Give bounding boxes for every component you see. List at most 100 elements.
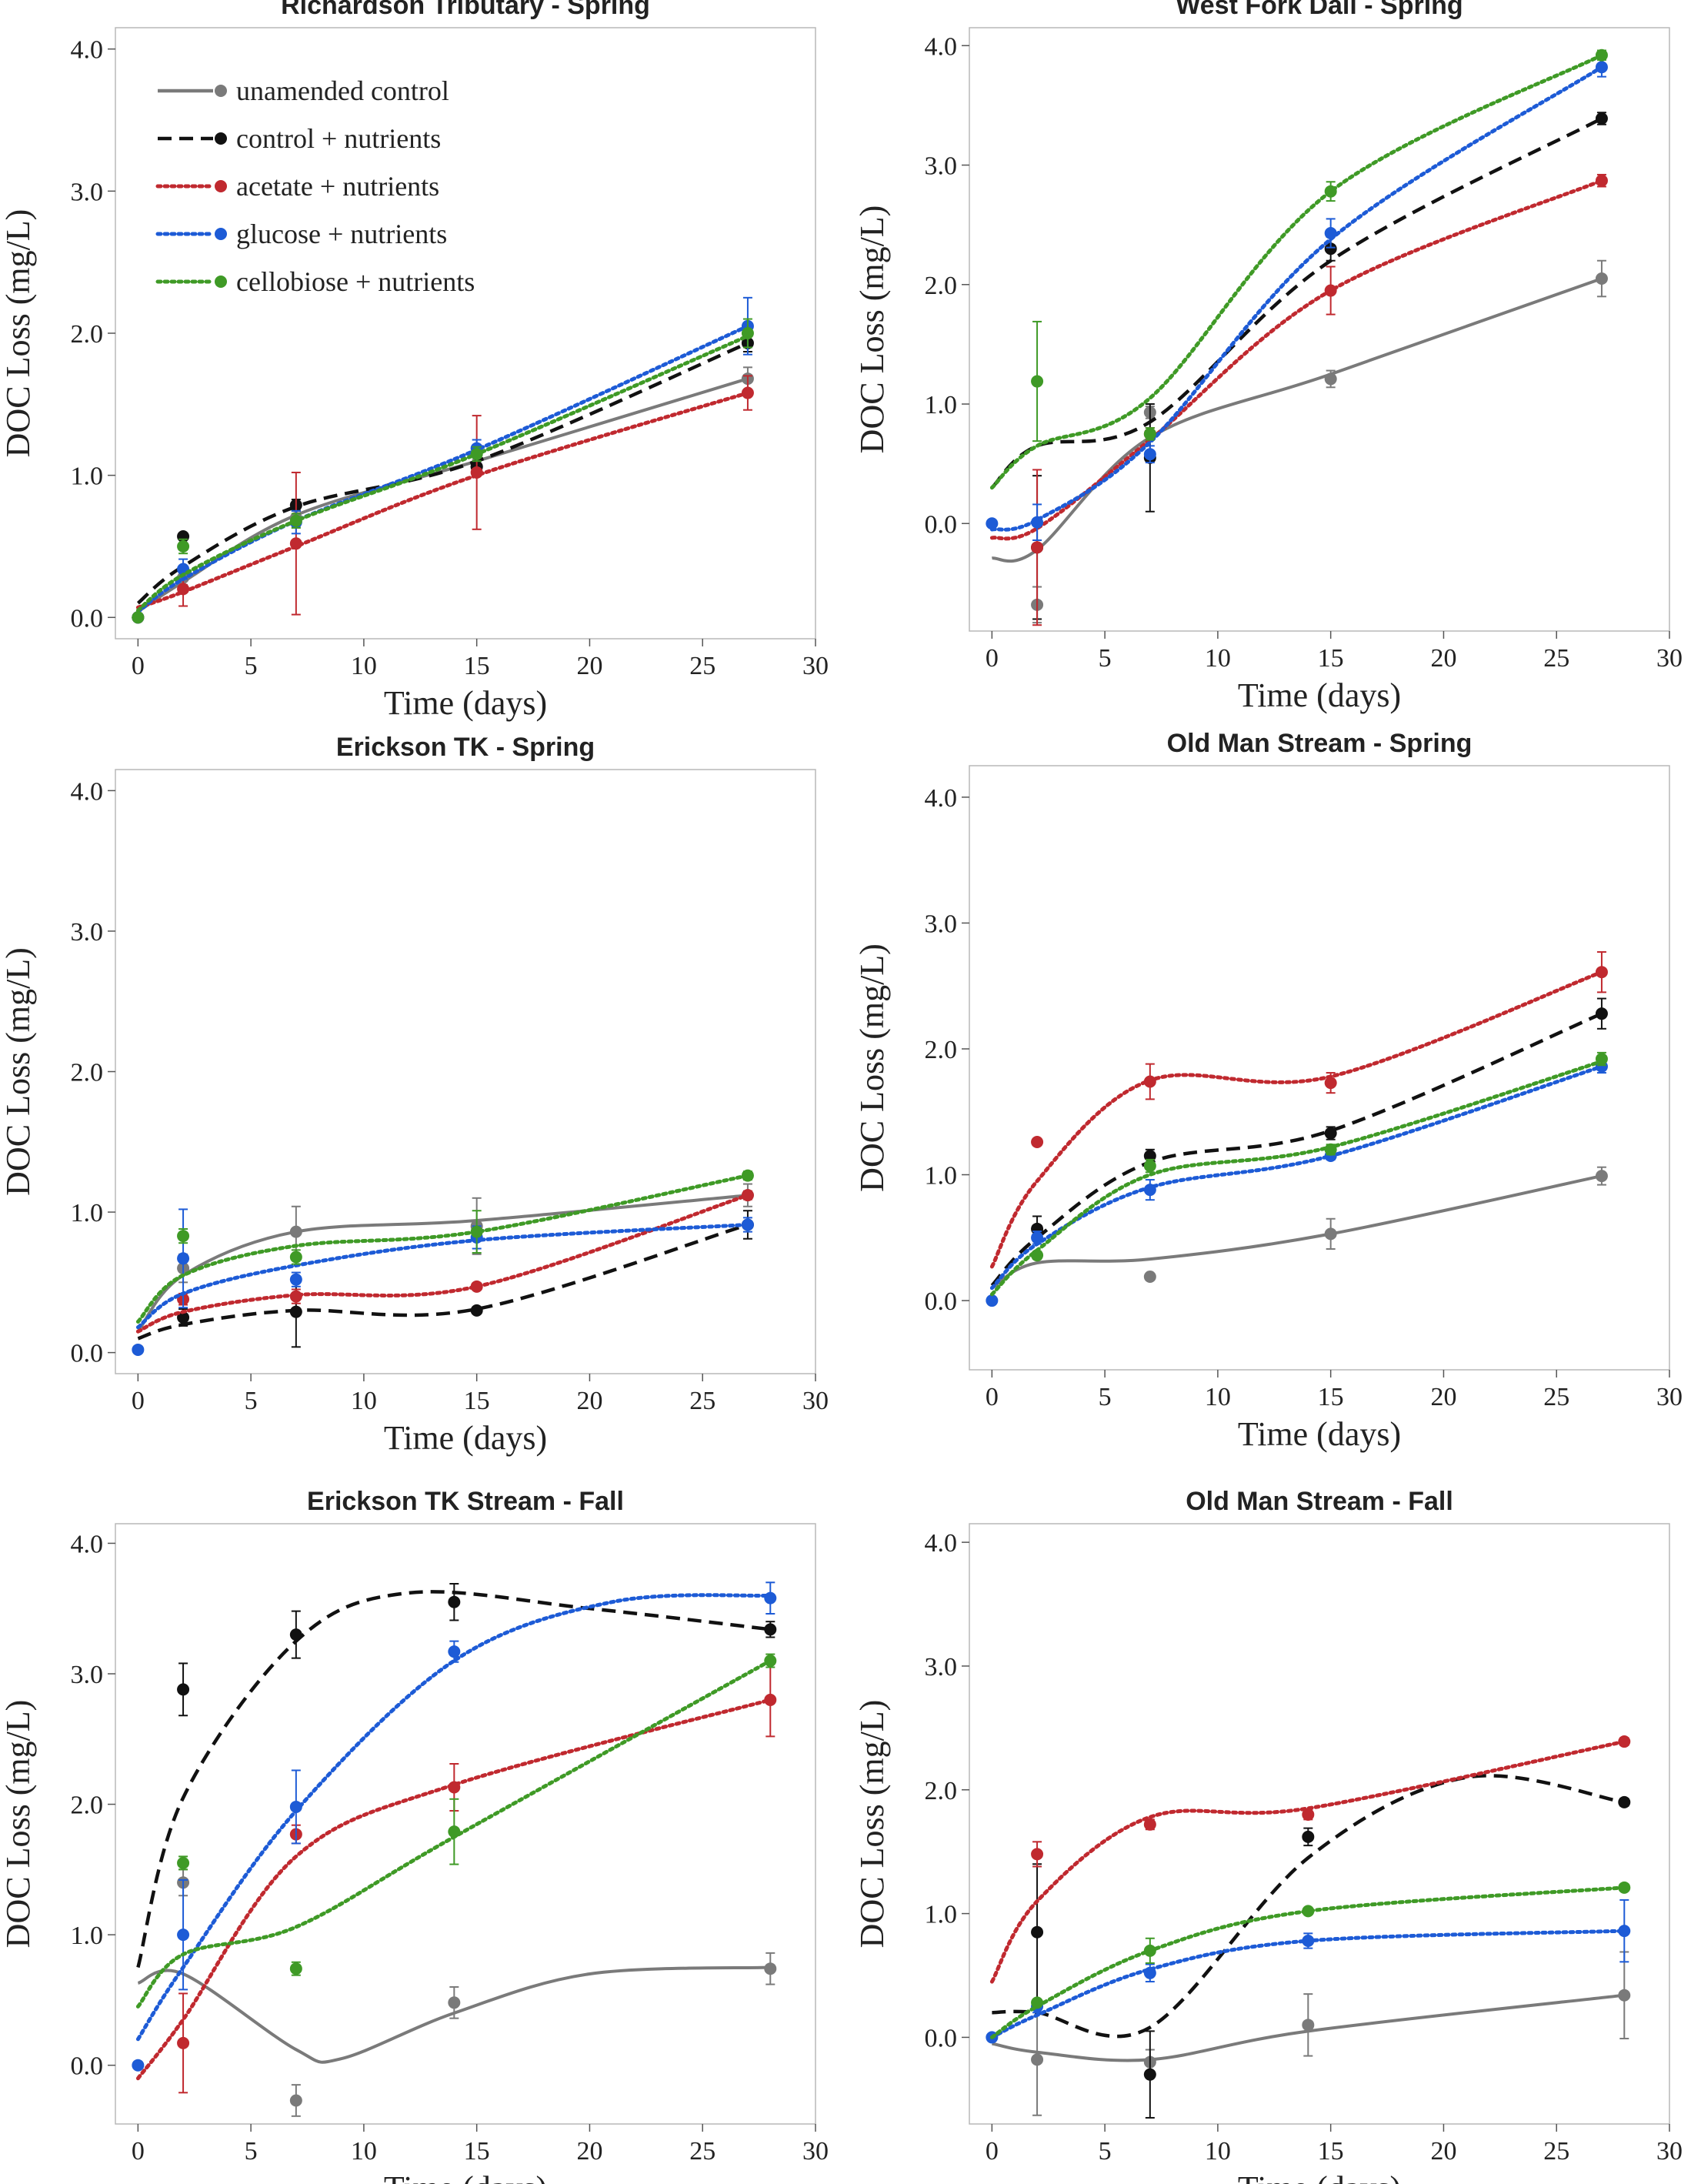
data-point-acetate [1595,174,1608,187]
data-point-cellobiose [1324,1143,1337,1156]
chart-title: Old Man Stream - Fall [1186,1487,1453,1516]
x-tick-label: 5 [1099,644,1112,673]
data-point-acetate [741,1189,754,1202]
chart-title: Erickson TK Stream - Fall [307,1487,624,1516]
data-point-control [289,1305,302,1318]
data-point-control [1595,112,1608,125]
x-tick-label: 25 [1543,644,1569,673]
y-tick-label: 2.0 [925,1036,958,1064]
y-tick-label: 1.0 [925,1162,958,1191]
x-tick-label: 25 [689,652,715,680]
x-tick-label: 15 [1318,644,1344,673]
data-point-acetate [764,1693,777,1706]
y-tick-label: 1.0 [925,1901,958,1929]
data-point-control [1302,1830,1315,1843]
y-tick-label: 3.0 [925,1653,958,1681]
data-point-glucose [986,1294,999,1307]
data-point-glucose [741,1218,754,1231]
data-point-cellobiose [741,1169,754,1182]
data-point-cellobiose [470,447,483,460]
x-axis-label: Time (days) [1238,2169,1401,2184]
x-tick-label: 0 [986,644,999,673]
series-cellobiose [989,1051,1608,1297]
y-tick-label: 1.0 [71,1922,104,1950]
data-point-glucose [986,517,999,530]
data-point-control [289,1628,302,1641]
data-point-unamended [764,1962,777,1975]
series-acetate [135,1189,754,1334]
data-point-unamended [1324,1227,1337,1241]
data-point-control [470,1304,483,1317]
plot-area [132,1169,754,1356]
data-point-control [1595,1007,1608,1020]
chart-panel-3: Erickson TK - Spring 0 5 10 15 20 25 30 0.0 1.0 2.… [0,733,829,1457]
series-cellobiose [989,1881,1631,2039]
data-point-acetate [1324,284,1337,297]
x-tick-label: 30 [1656,1383,1683,1411]
legend-label-unamended: unamended control [236,75,449,106]
data-point-glucose [132,2059,145,2072]
legend-swatch-dot-control [215,132,227,145]
series-curve-control [136,1590,771,1969]
x-tick-label: 10 [1205,1383,1231,1411]
y-tick-label: 3.0 [71,178,104,206]
data-point-acetate [1324,1077,1337,1090]
y-tick-label: 2.0 [71,320,104,349]
x-tick-label: 25 [1543,1383,1569,1411]
x-tick-label: 25 [689,2137,715,2166]
x-tick-label: 5 [245,1387,258,1415]
x-tick-label: 30 [802,1387,829,1415]
y-tick-label: 4.0 [925,1529,958,1558]
data-point-cellobiose [1143,427,1156,440]
data-point-control [1618,1795,1631,1808]
x-tick-label: 20 [576,652,602,680]
x-tick-label: 30 [1656,644,1683,673]
data-point-glucose [1595,61,1608,74]
y-tick-label: 1.0 [71,463,104,491]
chart-panel-2: West Fork Dall - Spring 0 5 10 15 20 25 30 0.0 1.… [853,0,1683,714]
chart-title: West Fork Dall - Spring [1176,0,1463,20]
series-curve-cellobiose [135,334,750,613]
y-tick-label: 1.0 [71,1199,104,1227]
data-point-glucose [1031,516,1044,529]
data-point-glucose [177,1929,190,1942]
x-axis-label: Time (days) [384,684,547,722]
data-point-acetate [1031,1848,1044,1861]
legend-swatch-dot-glucose [215,228,227,240]
y-axis-label: DOC Loss (mg/L) [853,943,891,1192]
x-tick-label: 5 [1099,1383,1112,1411]
data-point-cellobiose [177,1856,190,1869]
x-tick-label: 10 [351,2137,377,2166]
y-tick-label: 3.0 [925,152,958,181]
x-tick-label: 10 [351,1387,377,1415]
data-point-control [764,1623,777,1636]
data-point-control [177,1683,190,1696]
data-point-acetate [448,1781,461,1794]
data-point-cellobiose [289,514,302,527]
data-point-glucose [1031,1231,1044,1244]
chart-title: Old Man Stream - Spring [1167,729,1473,758]
series-acetate [989,951,1608,1269]
series-curve-unamended [991,1174,1603,1290]
data-point-unamended [1302,2019,1315,2032]
x-tick-label: 20 [576,2137,602,2166]
data-point-cellobiose [177,539,190,553]
data-point-glucose [1143,1966,1156,1979]
x-tick-label: 20 [576,1387,602,1415]
y-axis-label: DOC Loss (mg/L) [853,205,891,454]
y-axis-label: DOC Loss (mg/L) [0,209,37,458]
data-point-cellobiose [289,1962,302,1975]
data-point-cellobiose [132,611,145,624]
chart-title: Richardson Tributary - Spring [281,0,650,20]
plot-frame [115,1523,816,2125]
y-tick-label: 0.0 [925,510,958,539]
data-point-unamended [1595,272,1608,286]
series-cellobiose [135,1653,777,2009]
y-tick-label: 2.0 [925,272,958,300]
series-acetate [989,1735,1631,1984]
y-tick-label: 0.0 [71,604,104,633]
data-point-acetate [1595,966,1608,979]
x-tick-label: 20 [1430,1383,1456,1411]
